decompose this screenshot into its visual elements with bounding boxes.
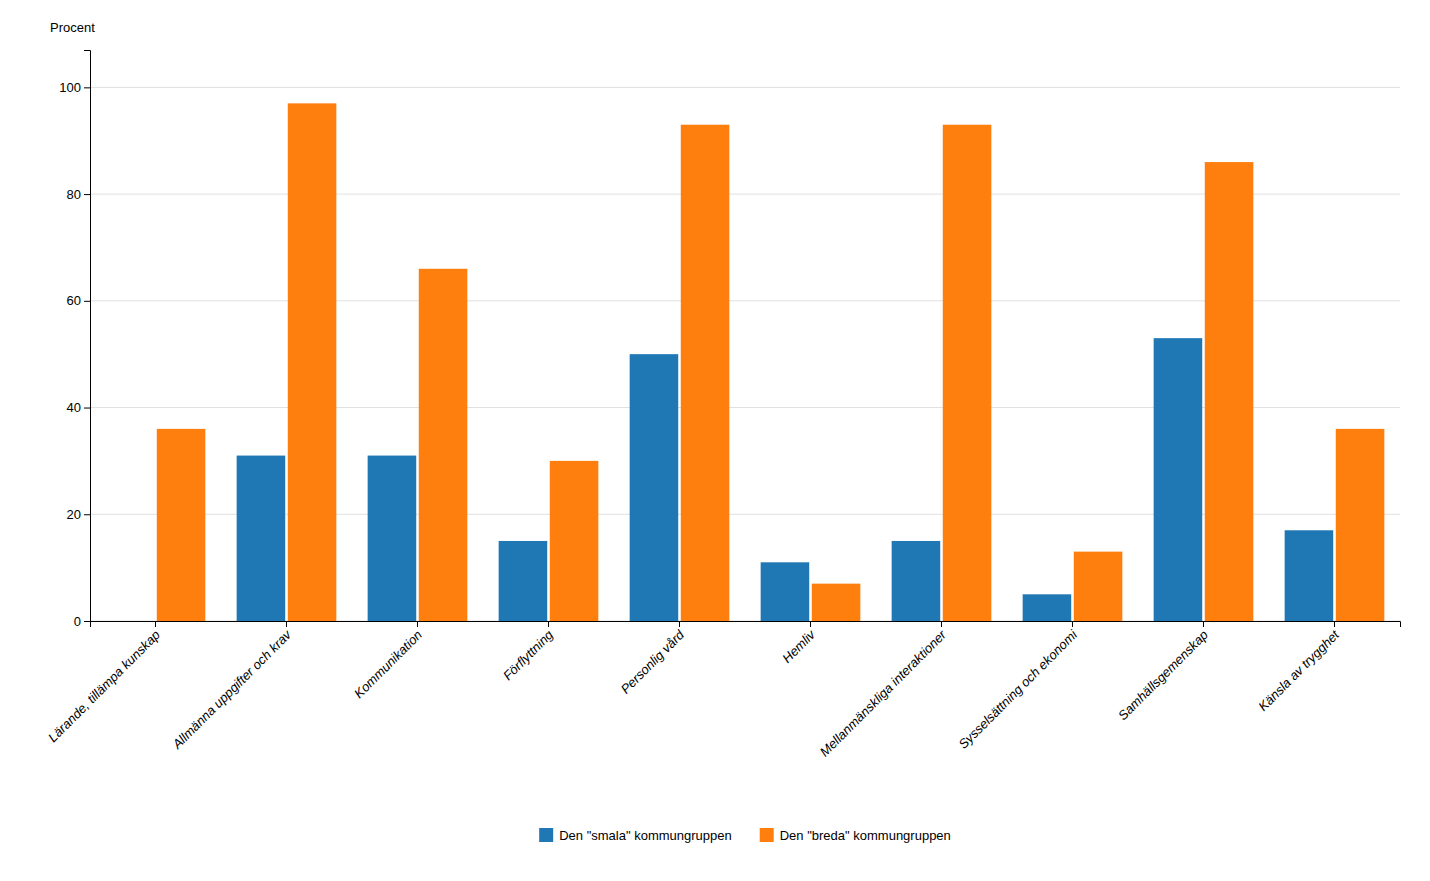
- y-tick-label: 20: [67, 507, 81, 522]
- y-tick: 100: [59, 80, 90, 95]
- legend: Den "smala" kommungruppen Den "breda" kom…: [539, 828, 951, 843]
- legend-label: Den "smala" kommungruppen: [559, 828, 732, 843]
- y-tick-mark: [84, 87, 90, 88]
- y-tick-mark: [84, 408, 90, 409]
- y-tick-mark: [84, 301, 90, 302]
- x-tick-mark: [679, 621, 680, 627]
- x-tick: Personlig vård: [618, 621, 688, 697]
- bar: [1285, 530, 1334, 621]
- x-tick: Samhällsgemenskap: [1115, 621, 1211, 723]
- y-tick: 80: [67, 187, 90, 202]
- bar: [499, 541, 548, 621]
- x-tick: Lärande, tillämpa kunskap: [45, 621, 163, 745]
- x-tick-mark: [1203, 621, 1204, 627]
- x-tick-mark: [155, 621, 156, 627]
- legend-item: Den "smala" kommungruppen: [539, 828, 732, 843]
- x-tick-label: Hemliv: [779, 626, 819, 666]
- y-tick: 60: [67, 293, 90, 308]
- y-tick-label: 100: [59, 80, 81, 95]
- y-tick: 40: [67, 400, 90, 415]
- bar: [761, 562, 810, 621]
- bar-series: [157, 103, 1385, 621]
- bar: [157, 429, 206, 621]
- bar-series: [237, 338, 1334, 621]
- legend-item: Den "breda" kommungruppen: [760, 828, 951, 843]
- grid-line: [90, 514, 1400, 515]
- x-tick: Kommunikation: [351, 621, 425, 701]
- legend-swatch: [760, 828, 774, 842]
- grid-line: [90, 300, 1400, 301]
- bar: [550, 461, 599, 621]
- x-tick-mark: [810, 621, 811, 627]
- x-tick-mark: [286, 621, 287, 627]
- bar: [237, 456, 286, 621]
- bar: [1205, 162, 1254, 621]
- y-tick: 20: [67, 507, 90, 522]
- x-tick-label: Förflyttning: [500, 627, 557, 684]
- x-tick-label: Sysselsättning och ekonomi: [956, 626, 1081, 751]
- y-axis-line: [84, 51, 91, 622]
- x-tick: Mellanmänskliga interaktioner: [817, 621, 950, 759]
- y-tick-label: 0: [74, 614, 81, 629]
- x-tick: Allmänna uppgifter och krav: [169, 621, 295, 752]
- x-tick-mark: [417, 621, 418, 627]
- y-tick-label: 80: [67, 187, 81, 202]
- y-tick-label: 40: [67, 400, 81, 415]
- grid-line: [90, 87, 1400, 88]
- x-axis-line: [91, 622, 1401, 628]
- x-tick-label: Känsla av trygghet: [1255, 626, 1343, 714]
- y-tick-mark: [84, 514, 90, 515]
- bar: [1074, 552, 1123, 621]
- bar: [368, 456, 417, 621]
- y-tick-label: 60: [67, 293, 81, 308]
- grid: [90, 87, 1400, 621]
- chart-svg: 0 20 40 60 80 100 Lärande, tillämpa kunskapAll…: [0, 0, 1430, 881]
- x-tick-label: Personlig vård: [618, 627, 688, 697]
- bar: [943, 125, 992, 621]
- x-tick-label: Kommunikation: [351, 627, 425, 701]
- x-tick-mark: [941, 621, 942, 627]
- bar: [106, 621, 155, 622]
- bar: [630, 354, 679, 621]
- x-tick: Känsla av trygghet: [1255, 621, 1343, 714]
- x-tick-label: Mellanmänskliga interaktioner: [817, 627, 950, 760]
- y-axis: 0 20 40 60 80 100: [59, 51, 90, 629]
- y-axis-label: Procent: [50, 20, 95, 35]
- x-tick-mark: [1072, 621, 1073, 627]
- bar: [1023, 594, 1072, 621]
- x-tick-label: Samhällsgemenskap: [1115, 627, 1211, 723]
- x-axis: Lärande, tillämpa kunskapAllmänna uppgif…: [45, 621, 1400, 759]
- bar: [1154, 338, 1203, 621]
- bar: [1336, 429, 1385, 621]
- grid-line: [90, 407, 1400, 408]
- bars: [157, 103, 1385, 621]
- legend-label: Den "breda" kommungruppen: [780, 828, 951, 843]
- x-tick-label: Allmänna uppgifter och krav: [169, 626, 295, 752]
- legend-swatch: [539, 828, 553, 842]
- x-tick-label: Lärande, tillämpa kunskap: [45, 627, 163, 745]
- chart-container: 0 20 40 60 80 100 Lärande, tillämpa kunskapAll…: [0, 0, 1430, 881]
- y-tick-mark: [84, 621, 90, 622]
- x-tick: Sysselsättning och ekonomi: [956, 621, 1081, 752]
- grid-line: [90, 194, 1400, 195]
- bar: [892, 541, 941, 621]
- plot: 0 20 40 60 80 100 Lärande, tillämpa kunskapAll…: [45, 51, 1400, 760]
- y-tick: 0: [74, 614, 90, 629]
- bar: [288, 103, 337, 621]
- bar: [812, 584, 861, 621]
- x-tick: Förflyttning: [500, 621, 557, 683]
- x-tick-mark: [1334, 621, 1335, 627]
- bar: [681, 125, 730, 621]
- x-tick-mark: [548, 621, 549, 627]
- bar: [419, 269, 468, 621]
- y-tick-mark: [84, 194, 90, 195]
- x-tick: Hemliv: [779, 621, 819, 666]
